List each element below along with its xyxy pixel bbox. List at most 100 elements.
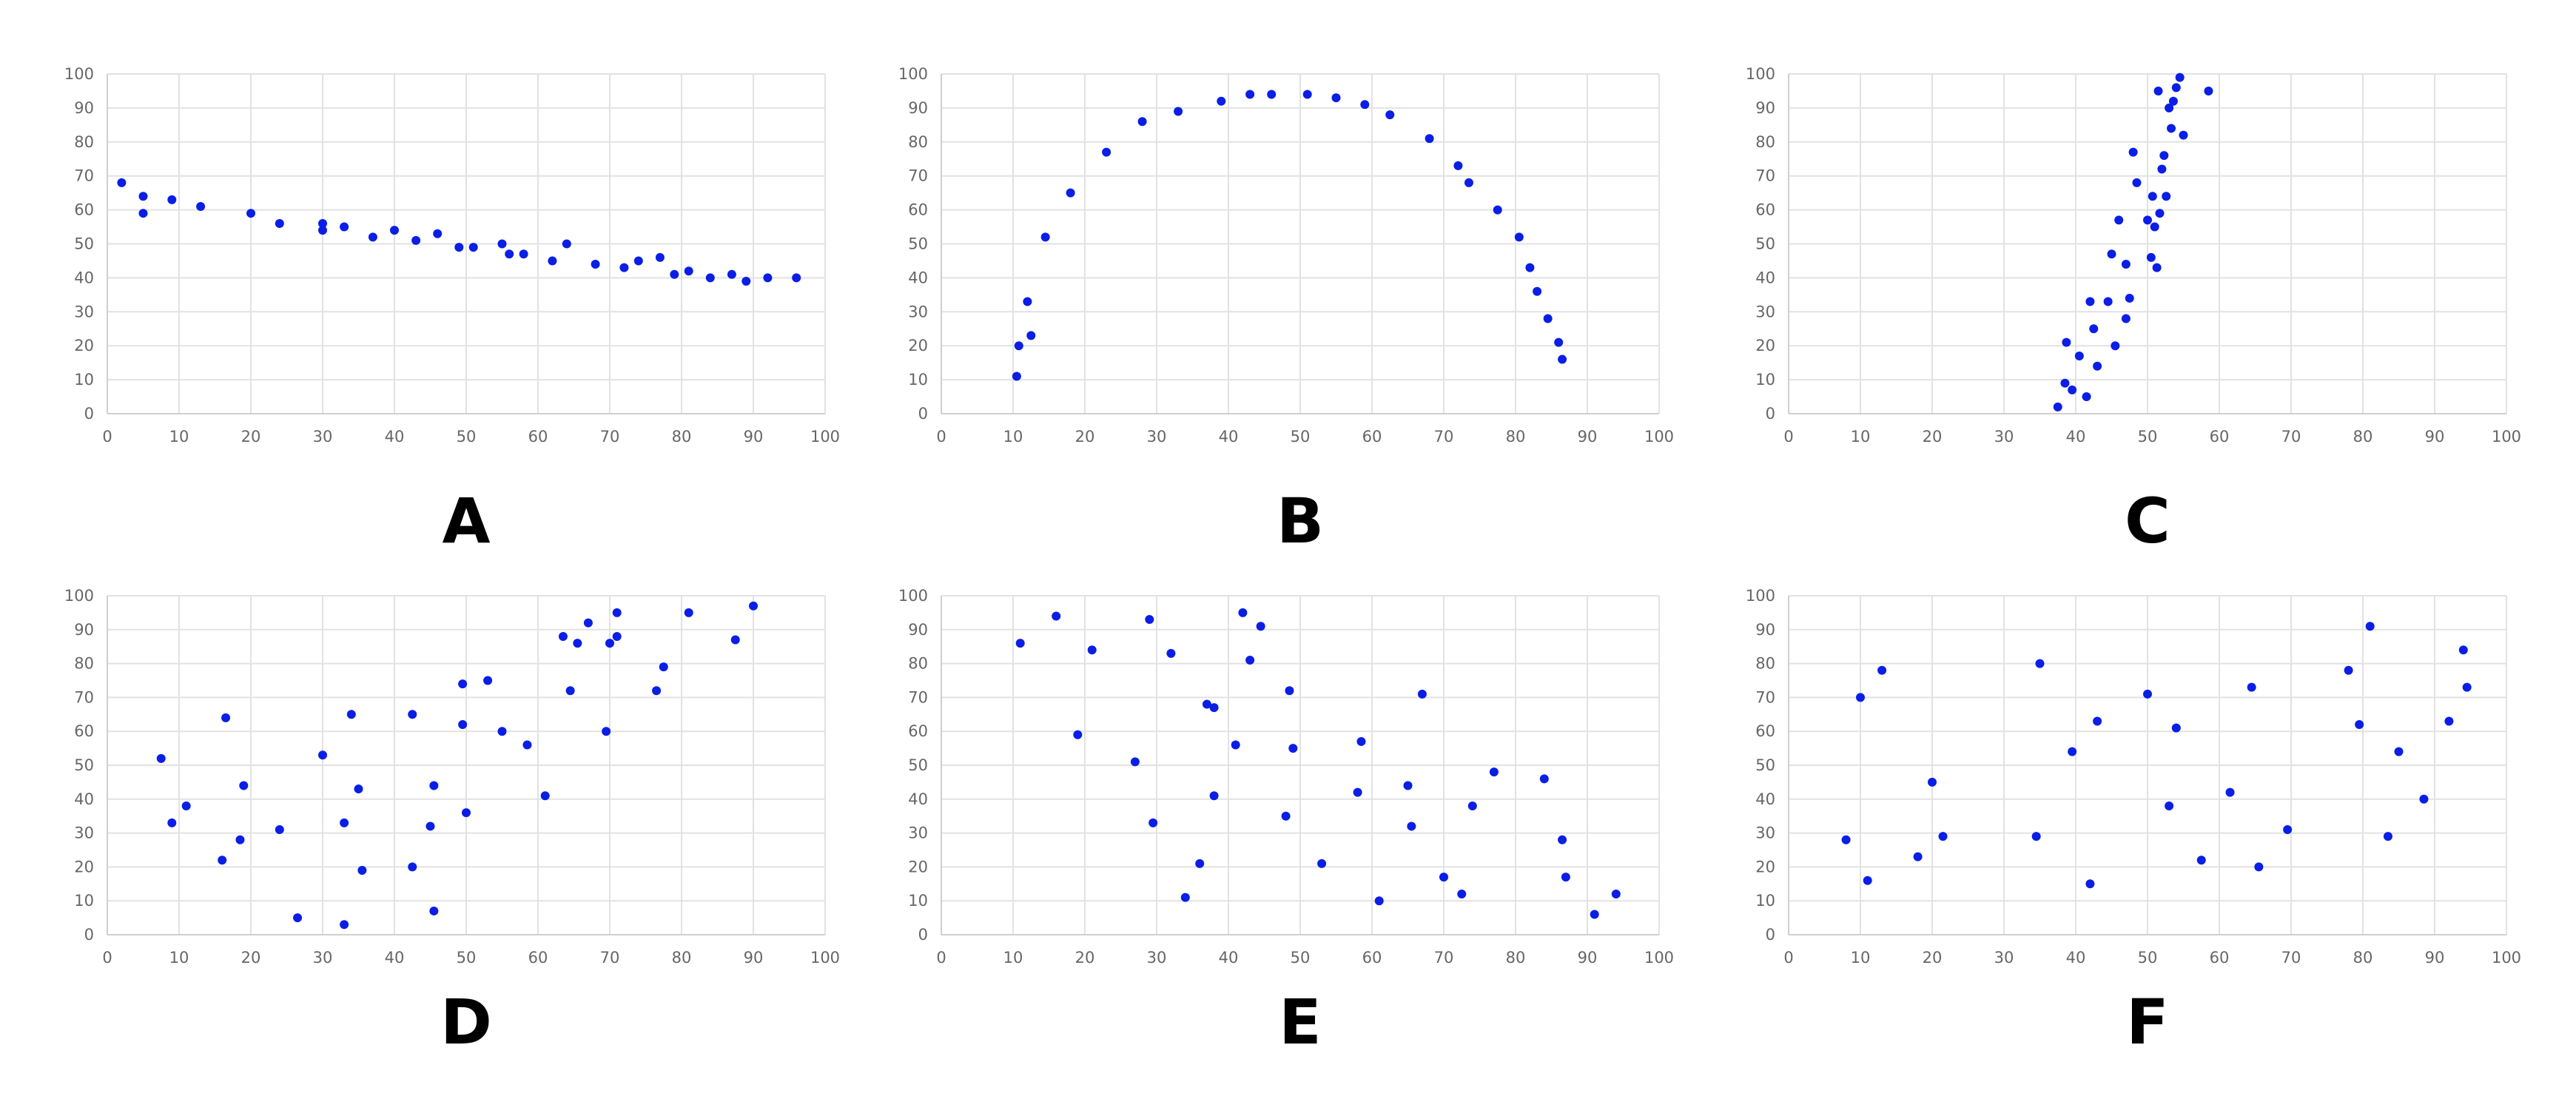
data-point (2225, 787, 2235, 797)
x-tick-label: 90 (744, 428, 764, 446)
data-point (2155, 209, 2165, 218)
data-point (652, 686, 662, 696)
data-point (1938, 832, 1948, 841)
data-point (1052, 611, 1061, 621)
y-tick-label: 50 (74, 756, 94, 774)
y-tick-label: 0 (918, 405, 928, 423)
x-tick-label: 20 (1923, 949, 1943, 967)
x-tick-label: 60 (2210, 428, 2230, 446)
data-point (390, 226, 399, 235)
y-tick-label: 60 (1755, 201, 1775, 219)
data-point (2103, 297, 2113, 306)
data-point (741, 276, 751, 286)
y-tick-label: 80 (1755, 133, 1775, 151)
x-tick-label: 30 (313, 949, 333, 967)
data-point (558, 631, 568, 641)
y-tick-label: 100 (64, 587, 94, 605)
y-tick-label: 80 (74, 133, 94, 151)
data-point (2089, 324, 2099, 334)
data-point (2247, 682, 2256, 692)
y-tick-label: 10 (1755, 892, 1775, 910)
x-tick-label: 30 (1994, 949, 2014, 967)
gridlines (107, 595, 826, 935)
y-tick-label: 10 (1755, 371, 1775, 389)
panel-label: E (1279, 986, 1321, 1058)
x-tick-label: 90 (1578, 428, 1598, 446)
data-point (1360, 100, 1370, 110)
data-point (346, 710, 356, 719)
data-point (411, 235, 421, 245)
data-point (1356, 736, 1366, 746)
data-point (583, 618, 593, 628)
y-tick-label: 60 (1755, 722, 1775, 740)
x-tick-label: 40 (2066, 949, 2086, 967)
x-tick-label: 30 (1147, 949, 1167, 967)
data-point (1040, 232, 1050, 242)
data-point (2085, 879, 2095, 889)
data-point (1026, 331, 1036, 340)
y-tick-label: 100 (1746, 65, 1775, 83)
y-tick-label: 70 (1755, 688, 1775, 706)
x-tick-label: 50 (2138, 949, 2158, 967)
scatter-panel-c: 0 10 20 30 40 50 60 70 80 90 100 0 10 20 30 40 50 60 70 80 9… (1746, 65, 2521, 557)
x-tick-label: 20 (1075, 949, 1095, 967)
y-tick-label: 30 (908, 303, 928, 320)
x-tick-label: 100 (1644, 428, 1674, 446)
data-point (1493, 205, 1502, 215)
y-tick-label: 0 (84, 405, 94, 423)
data-point (2035, 659, 2045, 668)
scatter-panel-d: 0 10 20 30 40 50 60 70 80 90 100 0 10 20 30 40 50 60 70 80 9… (64, 587, 840, 1058)
data-point (1014, 341, 1023, 351)
y-tick-label: 60 (74, 201, 94, 219)
data-point (684, 608, 693, 617)
data-point (705, 273, 715, 283)
scatter-panel-f: 0 10 20 30 40 50 60 70 80 90 100 0 10 20 30 40 50 60 70 80 9… (1746, 587, 2521, 1058)
data-point (2165, 103, 2174, 112)
x-tick-label: 90 (2425, 949, 2445, 967)
data-point (1417, 689, 1427, 699)
gridlines (107, 73, 826, 414)
data-point (505, 249, 514, 259)
data-point (763, 273, 773, 283)
x-tick-label: 70 (1434, 949, 1454, 967)
x-tick-label: 100 (1644, 949, 1674, 967)
data-point (655, 252, 665, 262)
data-point (117, 178, 127, 187)
y-tick-label: 10 (74, 892, 94, 910)
data-point (562, 239, 571, 249)
data-point (408, 862, 417, 872)
data-point (354, 784, 363, 794)
data-point (1928, 777, 1937, 787)
y-tick-label: 10 (908, 371, 928, 389)
x-tick-label: 70 (2281, 949, 2301, 967)
x-tick-label: 40 (1219, 428, 1239, 446)
data-point (246, 209, 255, 218)
x-tick-label: 20 (241, 949, 261, 967)
x-tick-label: 10 (169, 428, 189, 446)
panel-label: C (2125, 485, 2170, 557)
data-point (454, 243, 464, 252)
gridlines (941, 595, 1660, 935)
data-point (1457, 890, 1467, 899)
data-point (318, 226, 327, 235)
data-point (659, 662, 668, 672)
data-point (605, 639, 614, 648)
data-point (1288, 744, 1298, 753)
panel-label: D (440, 986, 492, 1058)
data-point (1856, 693, 1865, 702)
y-tick-label: 60 (74, 722, 94, 740)
data-point (2444, 716, 2454, 726)
x-tick-label: 70 (600, 428, 620, 446)
y-tick-label: 60 (908, 722, 928, 740)
x-tick-label: 90 (1578, 949, 1598, 967)
data-point (1066, 188, 1075, 198)
x-tick-label: 100 (810, 949, 840, 967)
x-tick-label: 50 (1291, 949, 1311, 967)
x-tick-label: 80 (1506, 428, 1526, 446)
data-point (1464, 178, 1473, 187)
x-tick-label: 20 (241, 428, 261, 446)
data-point (565, 686, 575, 696)
data-point (1558, 835, 1567, 844)
y-tick-label: 80 (908, 133, 928, 151)
x-tick-label: 0 (1783, 428, 1793, 446)
